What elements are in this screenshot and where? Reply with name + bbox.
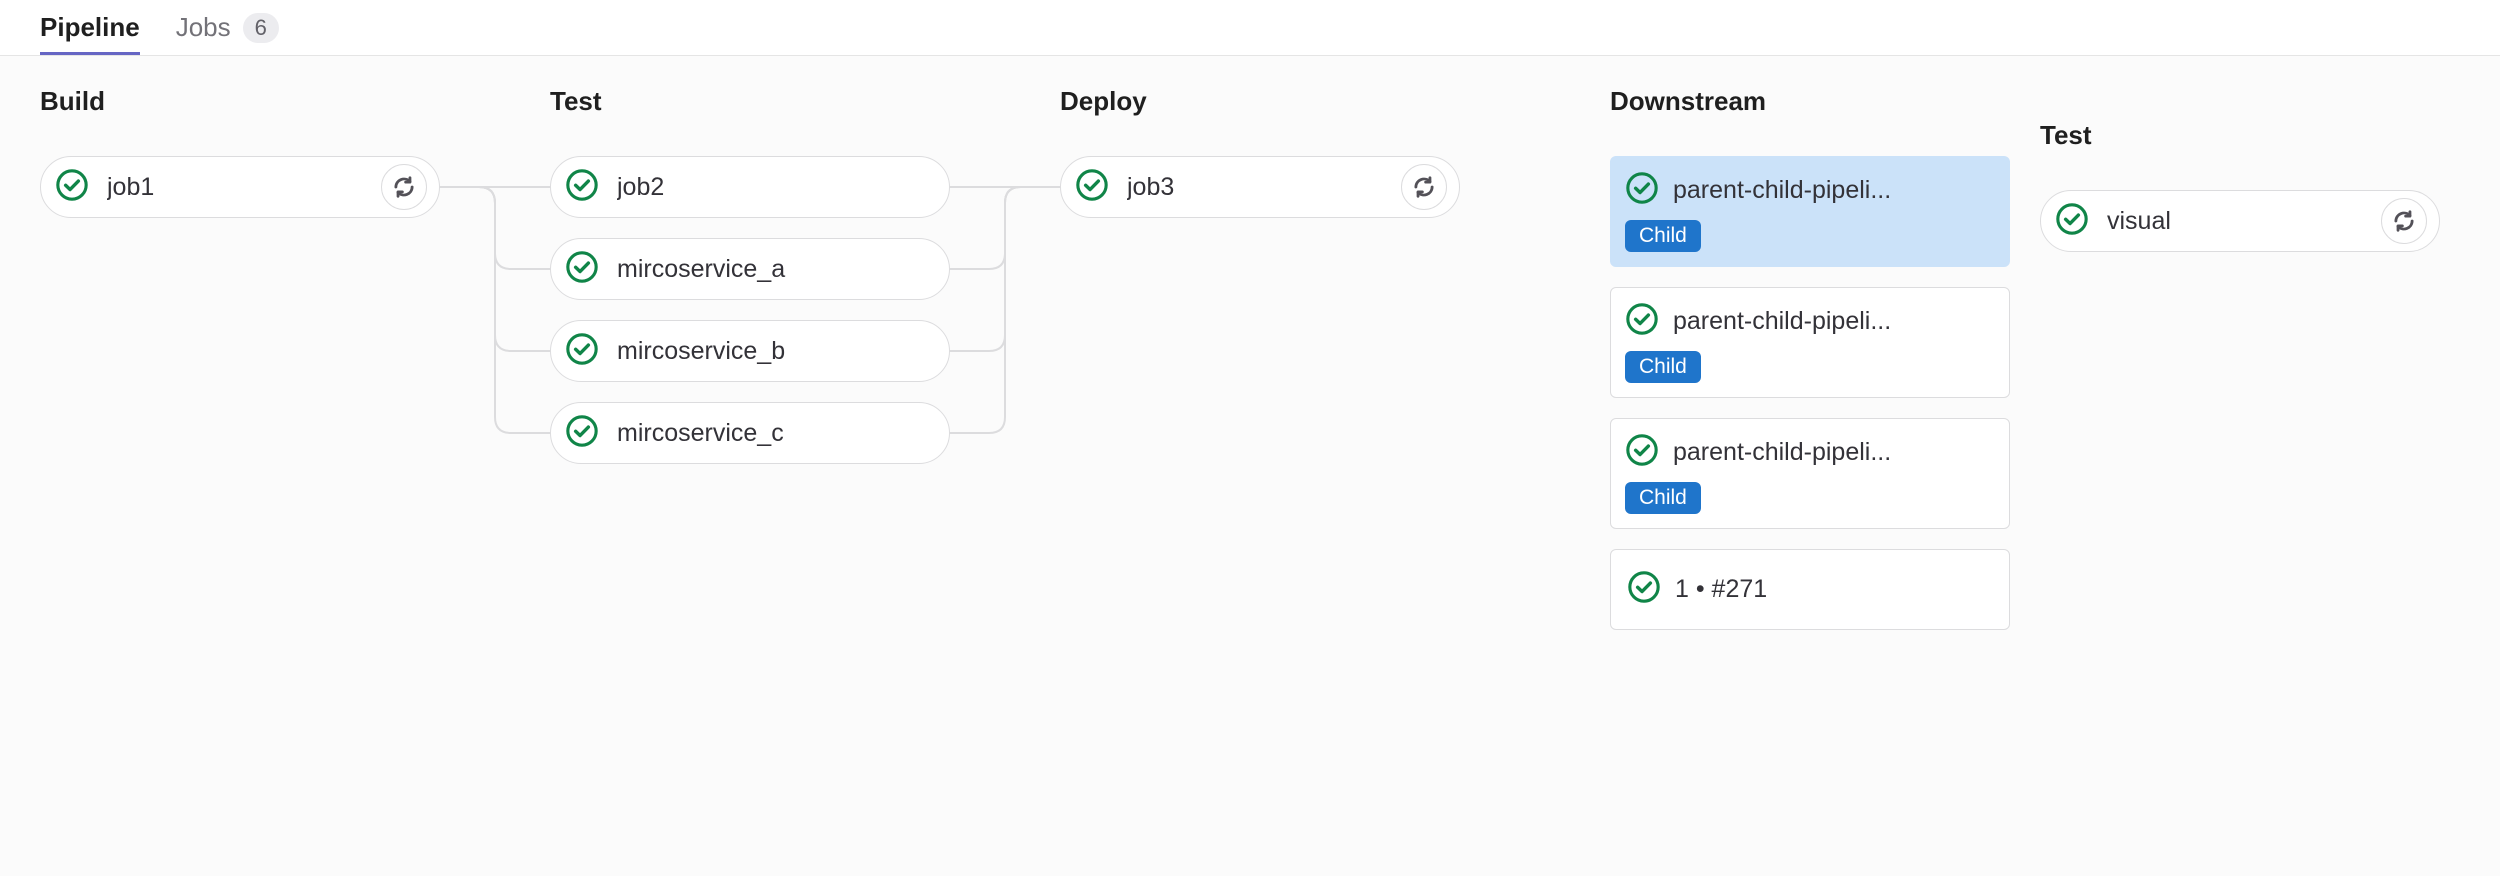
job-pill-job1[interactable]: job1 [40,156,440,218]
status-success-icon [1625,433,1659,472]
stage-downstream-header: Downstream [1610,86,2010,118]
job-label: mircoservice_c [617,419,937,448]
stage-downstream: Downstream parent-child-pipeli... Child … [1610,86,2010,630]
downstream-card[interactable]: 1 • #271 [1610,549,2010,630]
pipeline-graph: Build job1 Test job2 mircoservice_a [0,56,2500,876]
status-success-icon [1627,570,1661,609]
retry-button[interactable] [2381,198,2427,244]
downstream-title: 1 • #271 [1675,575,1993,604]
stage-test2: Test visual [2040,86,2440,252]
stage-test-header: Test [550,86,950,118]
status-success-icon [1075,168,1109,207]
status-success-icon [565,168,599,207]
stage-deploy-jobs: job3 [1060,156,1460,218]
downstream-title: parent-child-pipeli... [1673,176,1993,205]
stage-deploy-header: Deploy [1060,86,1460,118]
stage-test2-jobs: visual [2040,190,2440,252]
job-label: job2 [617,173,937,202]
downstream-title: parent-child-pipeli... [1673,438,1993,467]
retry-button[interactable] [381,164,427,210]
stage-test2-header: Test [2040,120,2440,152]
tab-jobs-label: Jobs [176,12,231,43]
job-pill-job3[interactable]: job3 [1060,156,1460,218]
tab-pipeline-label: Pipeline [40,12,140,43]
stage-build: Build job1 [40,86,440,218]
stage-test-jobs: job2 mircoservice_a mircoservice_b mirco… [550,156,950,464]
status-success-icon [1625,302,1659,341]
downstream-title: parent-child-pipeli... [1673,307,1993,336]
status-success-icon [565,414,599,453]
job-pill-mircoservice-b[interactable]: mircoservice_b [550,320,950,382]
tabs-bar: Pipeline Jobs 6 [0,0,2500,56]
stage-deploy: Deploy job3 [1060,86,1460,218]
retry-button[interactable] [1401,164,1447,210]
status-success-icon [565,332,599,371]
tab-jobs-count: 6 [243,13,279,43]
status-success-icon [565,250,599,289]
status-success-icon [2055,202,2089,241]
stage-build-jobs: job1 [40,156,440,218]
stage-test: Test job2 mircoservice_a mircoservice_b … [550,86,950,464]
child-badge: Child [1625,482,1701,514]
job-label: visual [2107,207,2381,236]
tab-jobs[interactable]: Jobs 6 [176,0,279,55]
child-badge: Child [1625,220,1701,252]
job-label: mircoservice_b [617,337,937,366]
downstream-card[interactable]: parent-child-pipeli... Child [1610,156,2010,267]
downstream-card[interactable]: parent-child-pipeli... Child [1610,418,2010,529]
child-badge: Child [1625,351,1701,383]
job-label: mircoservice_a [617,255,937,284]
downstream-card[interactable]: parent-child-pipeli... Child [1610,287,2010,398]
job-pill-mircoservice-c[interactable]: mircoservice_c [550,402,950,464]
job-pill-job2[interactable]: job2 [550,156,950,218]
tab-pipeline[interactable]: Pipeline [40,0,140,55]
job-pill-visual[interactable]: visual [2040,190,2440,252]
stage-downstream-items: parent-child-pipeli... Child parent-chil… [1610,156,2010,630]
stage-build-header: Build [40,86,440,118]
job-label: job3 [1127,173,1401,202]
stage-columns: Build job1 Test job2 mircoservice_a [40,86,2460,630]
job-label: job1 [107,173,381,202]
status-success-icon [1625,171,1659,210]
job-pill-mircoservice-a[interactable]: mircoservice_a [550,238,950,300]
status-success-icon [55,168,89,207]
